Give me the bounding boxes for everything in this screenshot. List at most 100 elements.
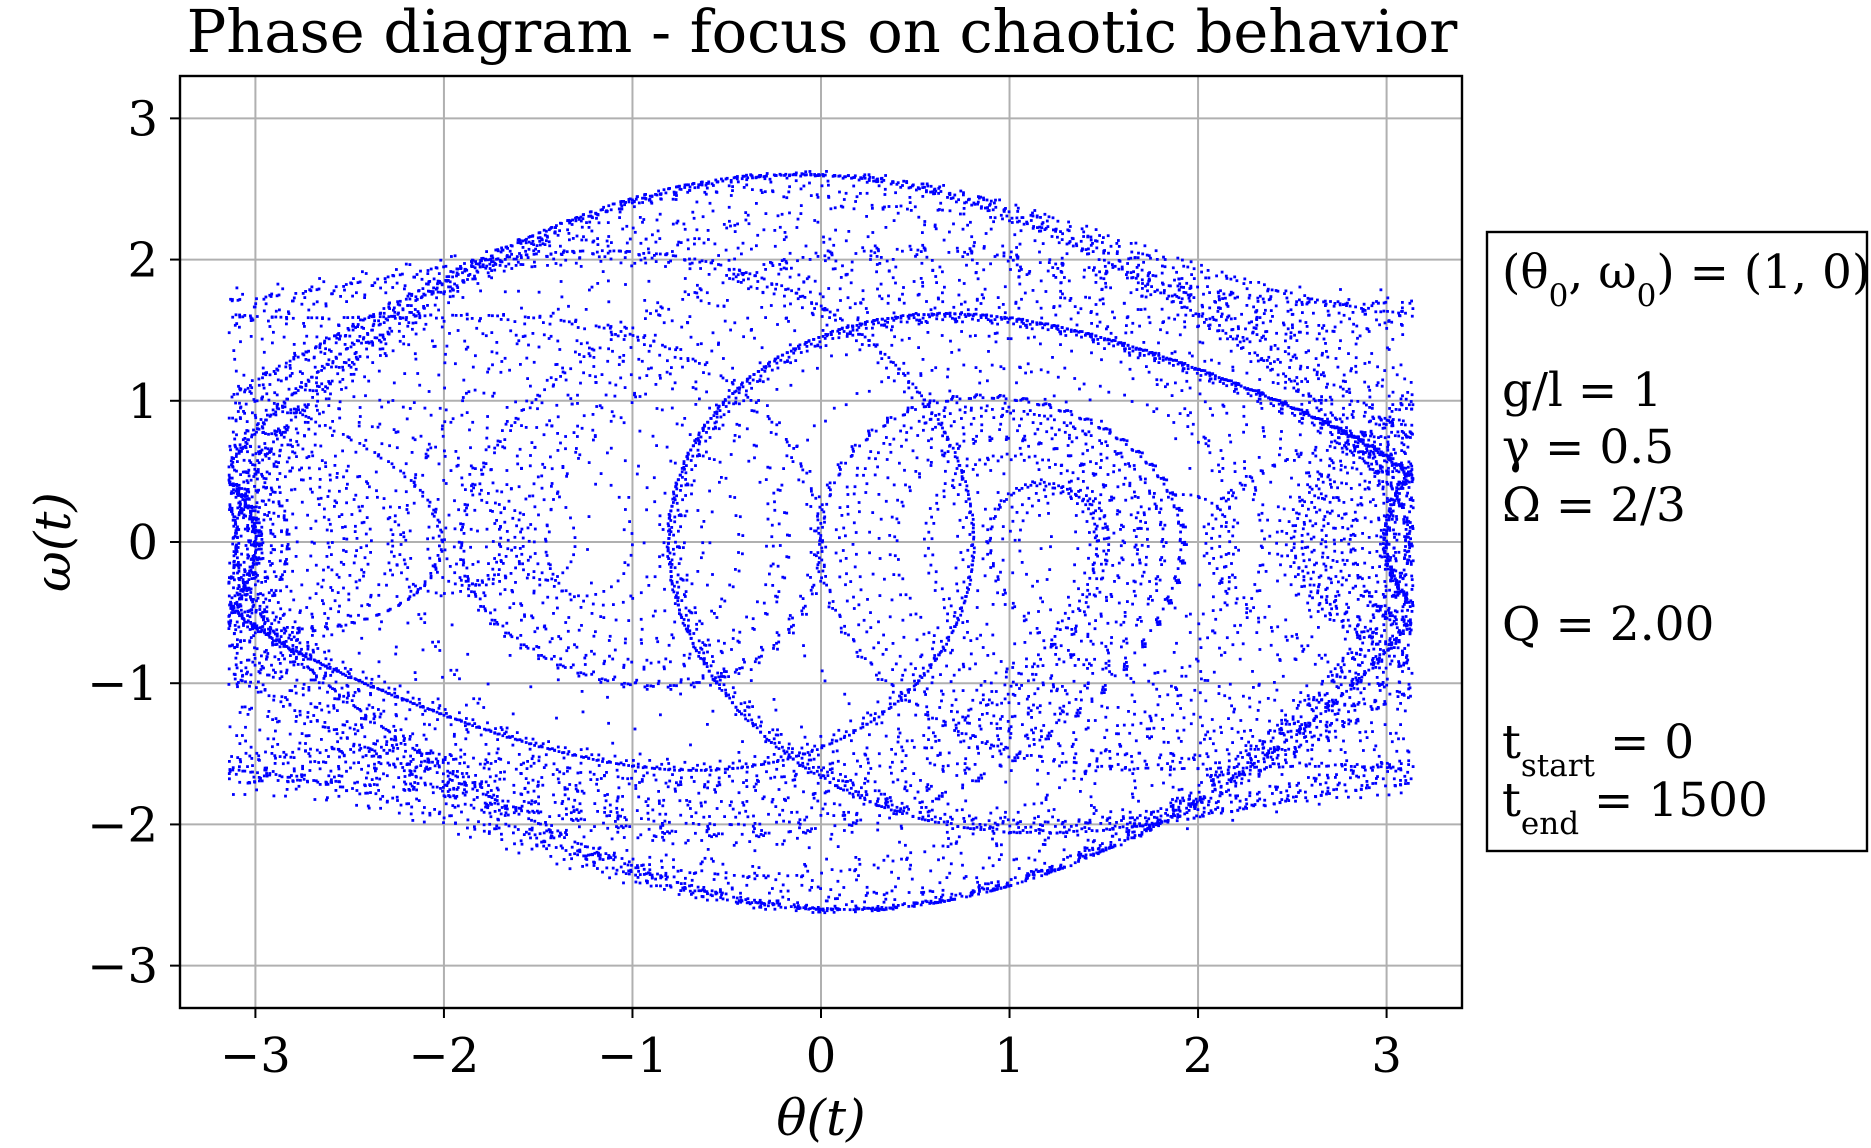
scatter-point [1176,256,1180,260]
scatter-point [1077,495,1081,499]
scatter-point [1401,615,1405,619]
scatter-point [329,769,333,773]
scatter-point [1297,704,1300,707]
scatter-point [1036,664,1040,668]
scatter-point [244,580,247,584]
scatter-point [349,345,353,349]
scatter-point [292,635,296,639]
scatter-point [1146,527,1149,531]
scatter-point [1180,756,1184,760]
scatter-point [1026,412,1030,416]
scatter-point [1032,662,1036,666]
scatter-point [275,406,279,410]
scatter-point [232,393,236,396]
scatter-point [684,590,688,593]
scatter-point [1085,494,1088,497]
scatter-point [572,809,576,812]
scatter-point [758,900,761,904]
scatter-point [880,176,884,180]
scatter-point [1262,334,1265,338]
scatter-point [787,190,791,194]
scatter-point [427,760,431,764]
scatter-point [1059,330,1062,334]
scatter-point [530,401,534,405]
scatter-point [1149,828,1153,831]
scatter-point [369,593,373,597]
scatter-point [737,672,741,675]
scatter-point [995,722,999,726]
scatter-point [1065,242,1069,246]
scatter-point [506,247,509,250]
scatter-point [636,876,640,879]
scatter-point [951,478,955,482]
scatter-point [1396,585,1399,589]
scatter-point [855,195,859,199]
scatter-point [763,177,767,181]
scatter-point [1226,772,1230,776]
scatter-point [821,329,825,332]
scatter-point [1335,718,1339,722]
scatter-point [748,840,752,843]
scatter-point [542,321,545,324]
scatter-point [1219,811,1223,815]
scatter-point [275,465,279,469]
scatter-point [1013,714,1017,718]
scatter-point [556,666,560,670]
scatter-point [1342,413,1345,417]
scatter-point [1095,587,1099,590]
scatter-point [1240,781,1243,785]
scatter-point [1088,662,1091,666]
scatter-point [1172,421,1176,424]
scatter-point [1371,782,1375,785]
scatter-point [1306,483,1309,487]
scatter-point [364,272,368,275]
scatter-point [798,822,802,826]
scatter-point [871,572,875,576]
scatter-point [1325,329,1329,333]
scatter-point [1204,276,1208,280]
scatter-point [1136,548,1139,551]
scatter-point [1011,258,1015,262]
scatter-point [1363,625,1367,629]
scatter-point [1347,442,1350,446]
scatter-point [1337,514,1340,518]
scatter-point [1242,414,1246,418]
scatter-point [662,665,666,669]
scatter-point [1370,642,1374,646]
scatter-point [1047,512,1050,515]
scatter-point [1320,528,1324,532]
scatter-point [609,257,613,261]
scatter-point [1391,634,1394,638]
scatter-point [675,494,678,498]
scatter-point [1180,674,1184,678]
scatter-point [337,515,341,518]
scatter-point [704,644,708,647]
scatter-point [757,866,761,869]
scatter-point [457,508,460,512]
scatter-point [1047,261,1051,264]
scatter-point [1050,638,1054,642]
scatter-point [724,694,728,698]
scatter-point [711,655,714,658]
scatter-point [1336,486,1339,490]
scatter-point [250,495,254,499]
scatter-point [1130,836,1134,840]
scatter-point [1308,401,1311,404]
scatter-point [783,751,787,755]
scatter-point [504,555,508,558]
scatter-point [464,347,468,351]
scatter-point [329,392,332,396]
scatter-point [285,585,289,589]
scatter-point [1290,735,1293,739]
scatter-point [1081,854,1085,858]
scatter-point [1378,608,1382,612]
scatter-point [521,246,525,249]
scatter-point [667,261,670,264]
scatter-point [1068,225,1072,228]
scatter-point [262,309,266,313]
scatter-point [370,778,374,781]
scatter-point [431,564,435,568]
scatter-point [1396,430,1400,434]
scatter-point [919,655,923,659]
